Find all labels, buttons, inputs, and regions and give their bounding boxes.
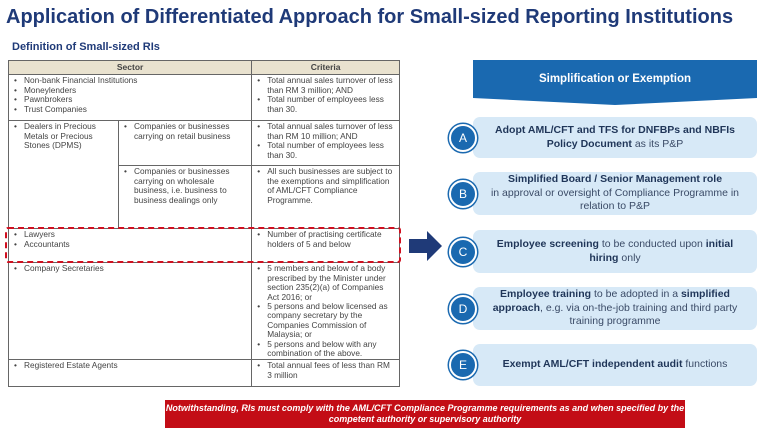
arrow-right-icon [409,231,442,261]
letter-e-icon: E [449,351,477,379]
table-row: Non-bank Financial InstitutionsMoneylend… [7,74,400,122]
table-row: Company Secretaries 5 members and below … [7,262,400,361]
table-row: LawyersAccountants Number of practising … [7,228,400,264]
item-a: Adopt AML/CFT and TFS for DNFBPs and NBF… [473,117,757,158]
item-b: Simplified Board / Senior Management rol… [473,172,757,215]
header-sector: Sector [7,59,253,76]
small-ri-definition-table: Sector Criteria Non-bank Financial Insti… [7,59,400,388]
item-c: Employee screening to be conducted upon … [473,230,757,273]
table-row: Registered Estate Agents Total annual fe… [7,359,400,388]
item-e: Exempt AML/CFT independent audit functio… [473,344,757,386]
simplification-header: Simplification or Exemption [538,73,692,85]
letter-a-icon: A [449,124,477,152]
page-title: Application of Differentiated Approach f… [6,6,734,28]
letter-d-icon: D [449,295,477,323]
item-d: Employee training to be adopted in a sim… [473,287,757,330]
banner-chevron [473,60,757,105]
letter-c-icon: C [449,238,477,266]
letter-b-icon: B [449,180,477,208]
highlight-dashed-box [5,227,401,263]
table-row: Dealers in Precious Metals or Precious S… [8,120,400,230]
compliance-note: Notwithstanding, RIs must comply with th… [165,400,685,428]
table-row: Companies or businesses carrying on whol… [9,165,400,230]
table-subtitle: Definition of Small-sized RIs [12,41,160,53]
header-criteria: Criteria [251,59,400,76]
